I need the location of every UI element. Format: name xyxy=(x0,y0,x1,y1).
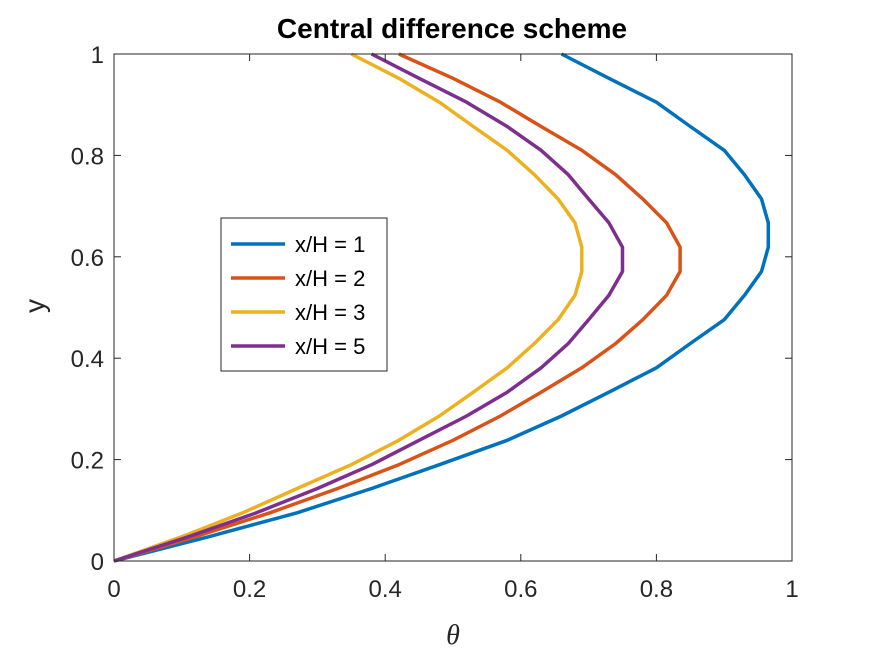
y-tick-label: 0.8 xyxy=(71,143,104,170)
y-tick-label: 0.4 xyxy=(71,346,104,373)
y-tick-label: 0 xyxy=(91,549,104,576)
series-line-2 xyxy=(113,52,682,563)
series-line-3 xyxy=(113,52,584,563)
x-tick-label: 1 xyxy=(785,576,798,603)
series-group xyxy=(113,52,771,563)
x-tick-label: 0.8 xyxy=(640,576,673,603)
legend-label-3: x/H = 3 xyxy=(295,300,365,325)
axes-box xyxy=(113,53,793,562)
x-tick-label: 0.2 xyxy=(233,576,266,603)
legend-label-1: x/H = 1 xyxy=(295,232,365,257)
y-axis-label: y xyxy=(19,299,50,313)
x-tick-label: 0 xyxy=(107,576,120,603)
ticks-group: 0 0.2 0.4 0.6 0.8 1 0 0.2 0.4 0.6 0.8 1 xyxy=(71,42,799,603)
legend-label-4: x/H = 5 xyxy=(295,334,365,359)
y-tick-label: 1 xyxy=(91,42,104,69)
y-tick-label: 0.2 xyxy=(71,448,104,475)
x-tick-label: 0.4 xyxy=(369,576,402,603)
series-line-1 xyxy=(113,52,771,563)
x-tick-label: 0.6 xyxy=(504,576,537,603)
x-axis-label: θ xyxy=(446,620,460,651)
chart-title: Central difference scheme xyxy=(277,13,627,44)
legend-label-2: x/H = 2 xyxy=(295,266,365,291)
series-line-4 xyxy=(113,52,625,563)
y-tick-label: 0.6 xyxy=(71,245,104,272)
plot-area xyxy=(114,54,792,561)
legend: x/H = 1 x/H = 2 x/H = 3 x/H = 5 xyxy=(220,217,388,372)
